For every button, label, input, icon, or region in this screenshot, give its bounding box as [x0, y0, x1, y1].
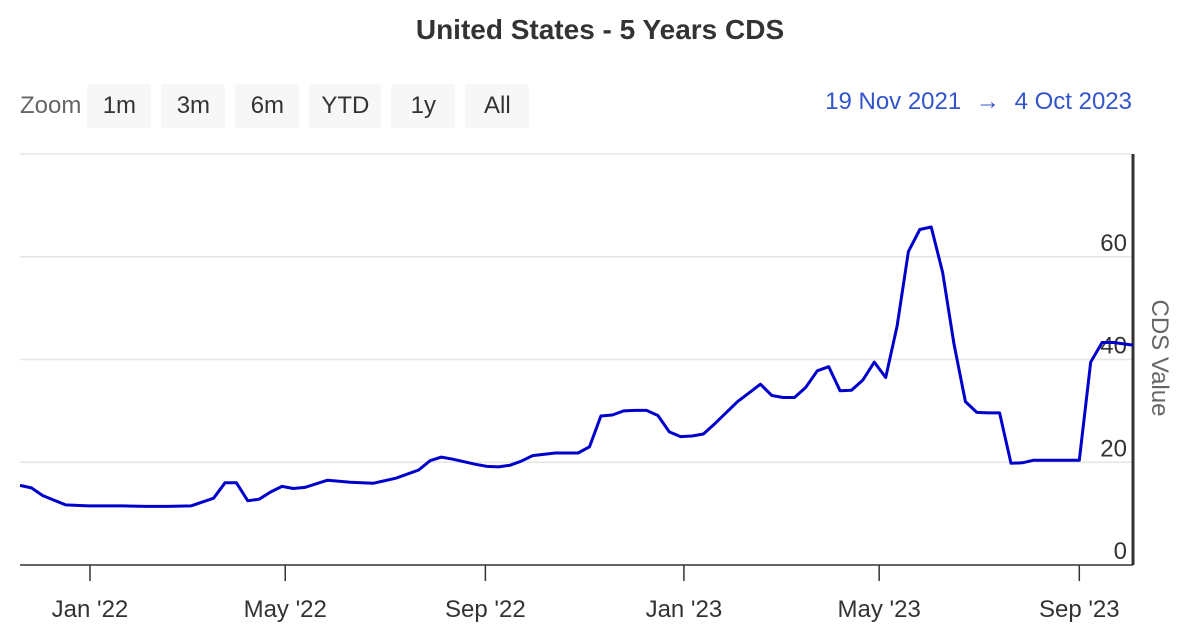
x-tick-label: Jan '22: [52, 596, 129, 623]
zoom-1y-button[interactable]: 1y: [391, 84, 456, 128]
y-tick-label: 60: [1100, 230, 1127, 257]
grid-lines: [20, 153, 1133, 463]
zoom-ytd-button[interactable]: YTD: [309, 84, 382, 128]
x-tick-label: May '22: [244, 596, 327, 623]
zoom-1m-button[interactable]: 1m: [87, 84, 152, 128]
zoom-bar: Zoom 1m 3m 6m YTD 1y All: [20, 84, 539, 128]
x-tick-label: Jan '23: [646, 596, 723, 623]
y-tick-label: 40: [1100, 333, 1127, 360]
y-tick-label: 0: [1114, 538, 1127, 565]
x-tick-label: Sep '23: [1039, 596, 1120, 623]
range-arrow-icon: →: [975, 88, 1000, 115]
zoom-label: Zoom: [20, 92, 82, 119]
zoom-3m-button[interactable]: 3m: [161, 84, 226, 128]
zoom-6m-button[interactable]: 6m: [235, 84, 300, 128]
zoom-all-button[interactable]: All: [465, 84, 530, 128]
date-range: 19 Nov 2021 → 4 Oct 2023: [821, 88, 1136, 116]
y-tick-label: 20: [1100, 435, 1127, 462]
x-tick-label: Sep '22: [445, 596, 526, 623]
x-tick-label: May '23: [838, 596, 921, 623]
y-axis-label: CDS Value: [1146, 300, 1173, 417]
range-from-date[interactable]: 19 Nov 2021: [825, 88, 962, 115]
series-line-cds: [19, 225, 1134, 508]
range-to-date[interactable]: 4 Oct 2023: [1014, 88, 1132, 115]
y-axis-ticks: 0 20 40 60: [1100, 230, 1127, 565]
x-axis: Jan '22 May '22 Sep '22 Jan '23 May '23 Sep '…: [20, 564, 1133, 623]
chart-title: United States - 5 Years CDS: [415, 14, 785, 45]
